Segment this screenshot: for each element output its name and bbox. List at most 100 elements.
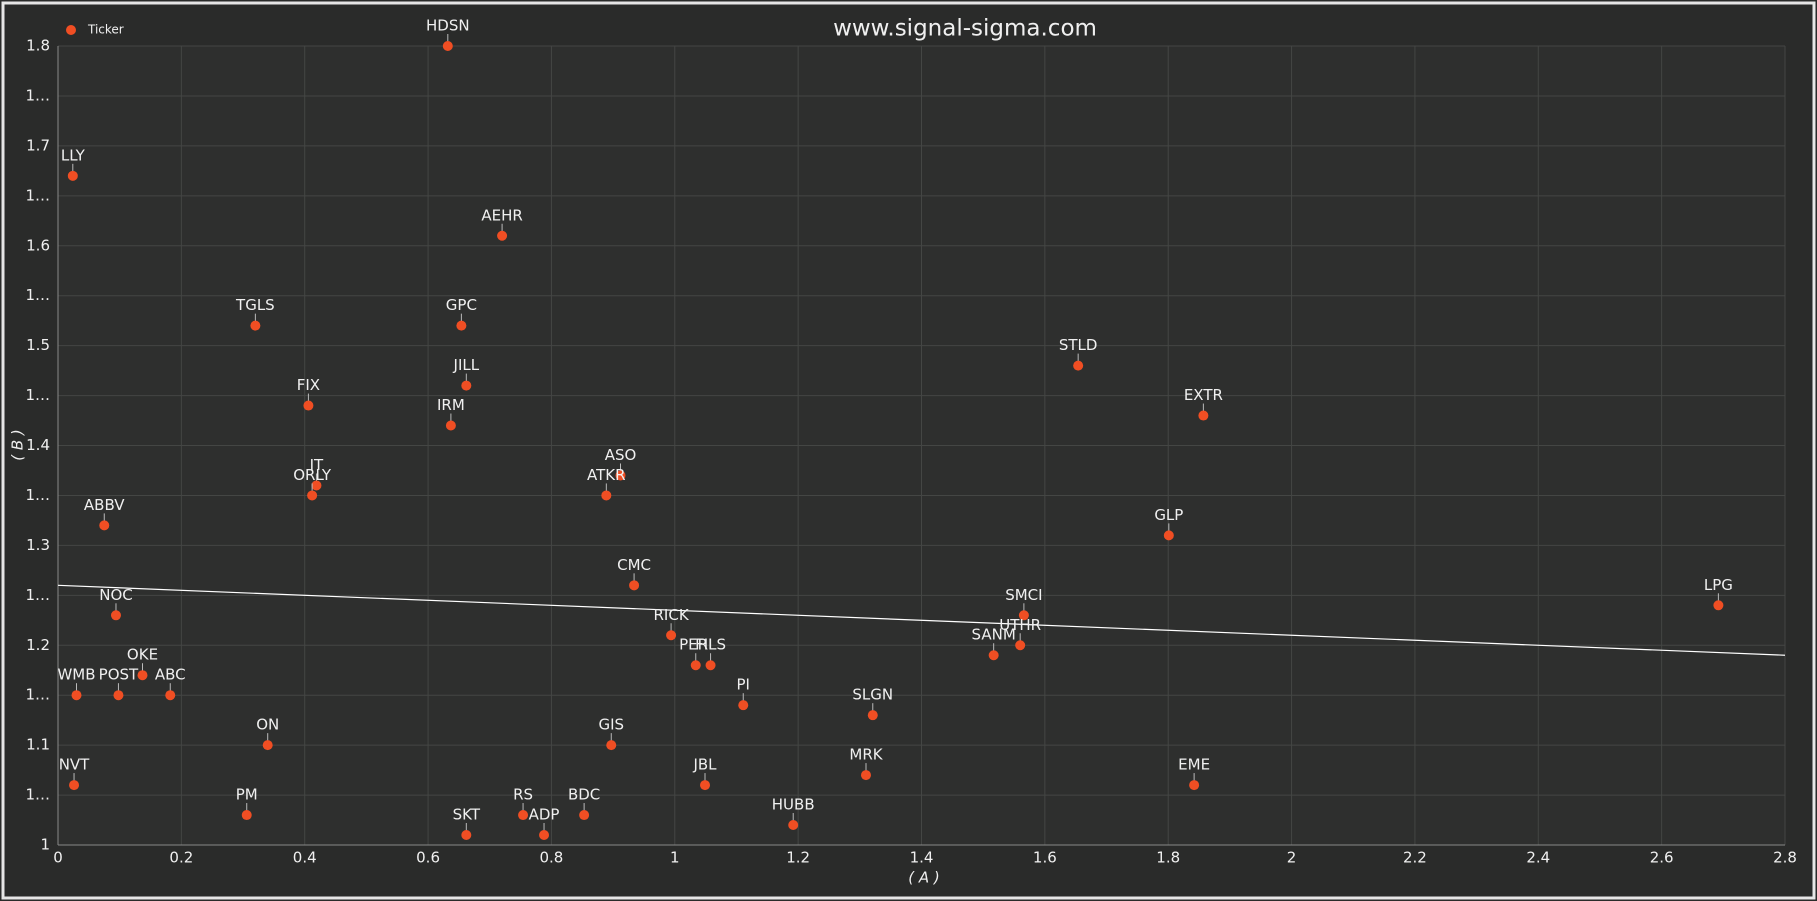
point-label: AEHR xyxy=(481,206,522,224)
point xyxy=(1018,610,1029,621)
y-tick-label: 1… xyxy=(25,786,50,804)
point-label: LLY xyxy=(61,146,86,164)
legend-marker xyxy=(66,25,76,35)
point-label: GIS xyxy=(598,716,624,734)
point xyxy=(738,700,749,711)
x-tick-label: 2.4 xyxy=(1526,849,1550,867)
y-tick-label: 1… xyxy=(25,486,50,504)
point-label: WMB xyxy=(57,666,95,684)
y-tick-label: 1… xyxy=(25,586,50,604)
point-label: NOC xyxy=(99,586,133,604)
point xyxy=(1073,360,1084,371)
point-label: EXTR xyxy=(1184,386,1223,404)
x-tick-label: 1 xyxy=(670,849,680,867)
point xyxy=(518,810,529,821)
point-label: PM xyxy=(236,786,258,804)
point-label: POST xyxy=(99,666,139,684)
point-label: HDSN xyxy=(426,17,470,35)
y-tick-label: 1.5 xyxy=(26,336,50,354)
point xyxy=(666,630,677,641)
point-label: JBL xyxy=(692,756,717,774)
point-label: GPC xyxy=(446,296,477,314)
y-tick-label: 1… xyxy=(25,186,50,204)
x-tick-label: 1.2 xyxy=(786,849,810,867)
point xyxy=(988,650,999,661)
point xyxy=(113,690,124,701)
point xyxy=(700,780,711,791)
point xyxy=(307,490,318,501)
x-axis-label: ( A ) xyxy=(908,869,940,887)
point xyxy=(461,830,472,841)
point-label: ORLY xyxy=(293,466,332,484)
x-tick-label: 0.4 xyxy=(293,849,317,867)
point xyxy=(1198,410,1209,421)
y-tick-label: 1.7 xyxy=(26,136,50,154)
point xyxy=(497,230,508,241)
point-label: MRK xyxy=(849,746,883,764)
point xyxy=(860,770,871,781)
point-label: IT xyxy=(310,456,324,474)
point xyxy=(705,660,716,671)
y-tick-label: 1… xyxy=(25,286,50,304)
point xyxy=(629,580,640,591)
x-tick-label: 1.6 xyxy=(1033,849,1057,867)
x-tick-label: 2.2 xyxy=(1403,849,1427,867)
point xyxy=(262,740,273,751)
point-label: ASO xyxy=(605,446,637,464)
y-tick-label: 1 xyxy=(40,836,50,854)
point-label: STLD xyxy=(1059,336,1098,354)
point-label: TGLS xyxy=(235,296,275,314)
point xyxy=(539,830,550,841)
point-label: UTHR xyxy=(999,616,1041,634)
point xyxy=(110,610,121,621)
point-label: RICK xyxy=(654,606,690,624)
point-label: ADP xyxy=(529,806,560,824)
point-label: FILS xyxy=(695,636,726,654)
y-tick-label: 1.3 xyxy=(26,536,50,554)
point-label: SKT xyxy=(453,806,481,824)
point xyxy=(1015,640,1026,651)
y-tick-label: 1… xyxy=(25,686,50,704)
y-tick-label: 1… xyxy=(25,86,50,104)
point-label: ABBV xyxy=(84,496,125,514)
point xyxy=(601,490,612,501)
x-tick-label: 2 xyxy=(1287,849,1297,867)
point xyxy=(788,820,799,831)
point-label: CMC xyxy=(617,556,651,574)
y-tick-label: 1.1 xyxy=(26,736,50,754)
point-label: OKE xyxy=(127,646,158,664)
point xyxy=(67,170,78,181)
point-label: JILL xyxy=(453,356,480,374)
x-tick-label: 1.8 xyxy=(1156,849,1180,867)
point-label: ON xyxy=(256,716,279,734)
point-label: FIX xyxy=(297,376,320,394)
point xyxy=(615,470,626,481)
point-label: SANM xyxy=(972,626,1016,644)
point-label: GLP xyxy=(1154,506,1183,524)
point-label: HUBB xyxy=(772,796,815,814)
y-tick-label: 1.8 xyxy=(26,37,50,55)
x-tick-label: 0 xyxy=(53,849,63,867)
chart-title: www.signal-sigma.com xyxy=(833,16,1097,42)
point-label: SMCI xyxy=(1005,586,1042,604)
x-tick-label: 1.4 xyxy=(910,849,934,867)
y-tick-label: 1.6 xyxy=(26,236,50,254)
point xyxy=(867,710,878,721)
x-tick-label: 0.6 xyxy=(416,849,440,867)
point-label: BDC xyxy=(568,786,600,804)
point xyxy=(250,320,261,331)
point xyxy=(456,320,467,331)
point-label: EME xyxy=(1178,756,1210,774)
point-label: ABC xyxy=(155,666,186,684)
point xyxy=(137,670,148,681)
point xyxy=(445,420,456,431)
point-label: PI xyxy=(737,676,750,694)
y-axis-label: ( B ) xyxy=(9,429,27,461)
point xyxy=(1163,530,1174,541)
y-tick-label: 1.2 xyxy=(26,636,50,654)
point-label: RS xyxy=(513,786,533,804)
legend-label: Ticker xyxy=(87,23,124,37)
point xyxy=(69,780,80,791)
